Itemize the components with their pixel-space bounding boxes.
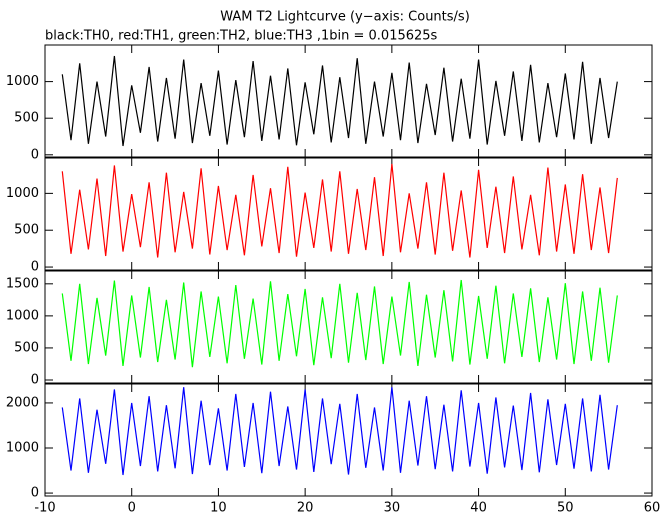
- x-tick-label: 60: [644, 501, 661, 515]
- y-tick-label: 1000: [6, 441, 39, 456]
- y-tick-label: 1500: [6, 276, 39, 291]
- x-tick-label: 30: [384, 501, 401, 515]
- x-tick-label: 0: [128, 501, 136, 515]
- y-tick-label: 0: [31, 260, 39, 275]
- chart-title: WAM T2 Lightcurve (y−axis: Counts/s): [220, 10, 470, 25]
- y-tick-label: 1000: [6, 186, 39, 201]
- lightcurve-line: [61, 279, 618, 368]
- panel-frame: [44, 383, 653, 497]
- chart-subtitle: black:TH0, red:TH1, green:TH2, blue:TH3 …: [45, 29, 438, 44]
- y-tick-label: 0: [31, 486, 39, 501]
- y-tick-label: 500: [14, 111, 39, 126]
- y-tick-label: 1000: [6, 74, 39, 89]
- y-tick-label: 0: [31, 147, 39, 162]
- x-tick-label: -10: [34, 501, 55, 515]
- panel-frame: [44, 270, 653, 384]
- x-tick-label: 20: [297, 501, 314, 515]
- lightcurve-line: [61, 387, 618, 476]
- y-tick-label: 500: [14, 340, 39, 355]
- panel-frame: [44, 157, 653, 271]
- lightcurve-line: [61, 163, 618, 258]
- y-tick-label: 500: [14, 223, 39, 238]
- x-tick-label: 10: [210, 501, 227, 515]
- y-tick-label: 0: [31, 372, 39, 387]
- y-tick-label: 1000: [6, 308, 39, 323]
- y-tick-label: 2000: [6, 395, 39, 410]
- lightcurve-line: [61, 55, 618, 147]
- x-tick-label: 40: [470, 501, 487, 515]
- x-tick-label: 50: [557, 501, 574, 515]
- panel-frame: [44, 44, 653, 158]
